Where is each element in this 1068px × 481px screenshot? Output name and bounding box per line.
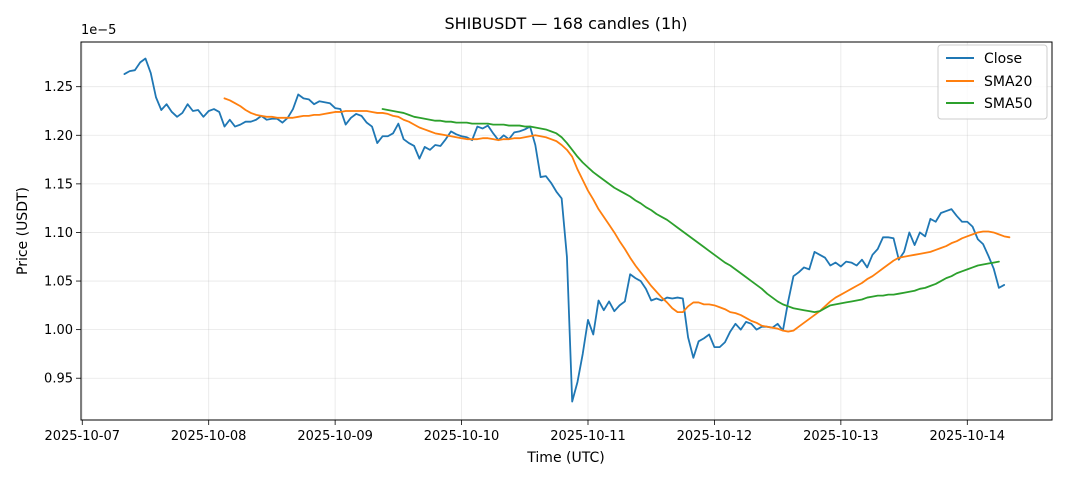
series-line-sma50 — [381, 108, 1000, 314]
x-tick-label: 2025-10-07 — [44, 429, 120, 444]
y-tick-label: 1.25 — [44, 80, 73, 95]
series-line-sma20 — [223, 97, 1011, 333]
series-layer — [123, 57, 1011, 403]
y-tick-label: 0.95 — [44, 372, 73, 387]
y-axis: 0.95 1.00 1.05 1.10 1.15 1.20 1.25 — [44, 80, 81, 387]
x-tick-label: 2025-10-12 — [677, 429, 753, 444]
legend: Close SMA20 SMA50 — [937, 44, 1048, 120]
y-tick-label: 1.00 — [44, 323, 73, 338]
x-tick-label: 2025-10-09 — [297, 429, 373, 444]
legend-label-sma50: SMA50 — [984, 96, 1032, 112]
y-tick-label: 1.15 — [44, 177, 73, 192]
y-offset-label: 1e−5 — [81, 23, 116, 38]
x-tick-label: 2025-10-11 — [550, 429, 626, 444]
legend-frame — [937, 44, 1048, 120]
x-axis-label: Time (UTC) — [526, 450, 604, 466]
y-axis-label: Price (USDT) — [15, 187, 31, 275]
x-axis: 2025-10-07 2025-10-08 2025-10-09 2025-10-10… — [44, 420, 1005, 444]
plot-area-frame — [80, 41, 1053, 421]
x-tick-label: 2025-10-14 — [930, 429, 1006, 444]
legend-label-close: Close — [984, 51, 1022, 67]
x-tick-label: 2025-10-13 — [803, 429, 879, 444]
chart-title: SHIBUSDT — 168 candles (1h) — [444, 14, 687, 33]
legend-label-sma20: SMA20 — [984, 74, 1032, 90]
x-tick-label: 2025-10-08 — [171, 429, 247, 444]
y-tick-label: 1.20 — [44, 129, 73, 144]
y-tick-label: 1.10 — [44, 226, 73, 241]
series-line-close — [123, 57, 1006, 403]
x-tick-label: 2025-10-10 — [424, 429, 500, 444]
y-tick-label: 1.05 — [44, 275, 73, 290]
